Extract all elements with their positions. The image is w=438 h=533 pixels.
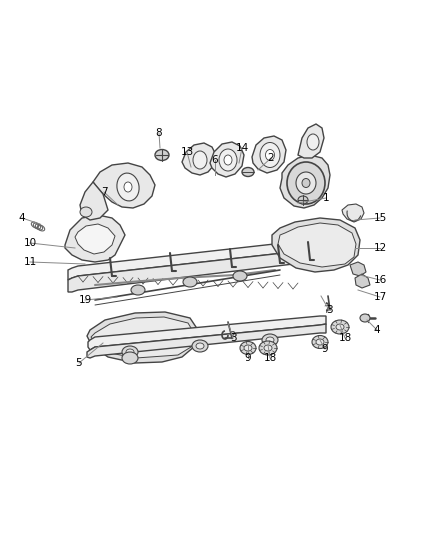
Text: 16: 16 — [373, 275, 387, 285]
Text: 4: 4 — [374, 325, 380, 335]
Ellipse shape — [122, 346, 138, 358]
Polygon shape — [75, 224, 115, 254]
Ellipse shape — [262, 334, 278, 346]
Ellipse shape — [260, 142, 280, 167]
Text: 14: 14 — [235, 143, 249, 153]
Text: ?: ? — [323, 305, 329, 315]
Polygon shape — [65, 215, 125, 262]
Text: 19: 19 — [78, 295, 92, 305]
Polygon shape — [88, 316, 326, 350]
Polygon shape — [68, 238, 322, 280]
Text: 17: 17 — [373, 292, 387, 302]
Ellipse shape — [196, 343, 204, 349]
Ellipse shape — [131, 285, 145, 295]
Ellipse shape — [302, 179, 310, 188]
Ellipse shape — [331, 320, 349, 334]
Polygon shape — [298, 124, 324, 158]
Polygon shape — [272, 218, 360, 272]
Ellipse shape — [155, 149, 169, 160]
Text: 18: 18 — [263, 353, 277, 363]
Ellipse shape — [80, 207, 92, 217]
Ellipse shape — [298, 196, 308, 204]
Ellipse shape — [193, 151, 207, 169]
Text: 5: 5 — [76, 358, 82, 368]
Text: 8: 8 — [155, 128, 162, 138]
Ellipse shape — [264, 345, 272, 351]
Polygon shape — [350, 262, 366, 276]
Polygon shape — [355, 274, 370, 288]
Polygon shape — [342, 204, 364, 222]
Polygon shape — [93, 163, 155, 208]
Ellipse shape — [233, 271, 247, 281]
Text: 3: 3 — [230, 333, 237, 343]
Ellipse shape — [287, 162, 325, 204]
Polygon shape — [80, 182, 108, 220]
Text: ?: ? — [229, 331, 235, 341]
Text: 18: 18 — [339, 333, 352, 343]
Polygon shape — [280, 155, 330, 208]
Text: 9: 9 — [245, 353, 251, 363]
Ellipse shape — [266, 337, 274, 343]
Ellipse shape — [126, 349, 134, 355]
Ellipse shape — [360, 314, 370, 322]
Ellipse shape — [259, 341, 277, 355]
Ellipse shape — [122, 352, 138, 364]
Text: 13: 13 — [180, 147, 194, 157]
Ellipse shape — [219, 149, 237, 171]
Ellipse shape — [265, 149, 275, 160]
Ellipse shape — [224, 155, 232, 165]
Text: 15: 15 — [373, 213, 387, 223]
Ellipse shape — [336, 324, 344, 330]
Ellipse shape — [242, 167, 254, 176]
Ellipse shape — [124, 182, 132, 192]
Ellipse shape — [316, 339, 324, 345]
Ellipse shape — [183, 277, 197, 287]
Ellipse shape — [296, 172, 316, 194]
Polygon shape — [68, 248, 322, 292]
Ellipse shape — [240, 342, 256, 354]
Ellipse shape — [244, 345, 252, 351]
Ellipse shape — [307, 134, 319, 150]
Ellipse shape — [312, 335, 328, 349]
Polygon shape — [182, 143, 216, 175]
Polygon shape — [91, 317, 194, 358]
Text: 10: 10 — [24, 238, 36, 248]
Text: 12: 12 — [373, 243, 387, 253]
Ellipse shape — [117, 173, 139, 201]
Text: 11: 11 — [23, 257, 37, 267]
Text: 2: 2 — [268, 153, 274, 163]
Text: 9: 9 — [321, 344, 328, 354]
Text: 7: 7 — [101, 187, 107, 197]
Text: 3: 3 — [326, 305, 332, 315]
Text: 1: 1 — [323, 193, 329, 203]
Polygon shape — [87, 312, 198, 363]
Polygon shape — [87, 324, 326, 358]
Polygon shape — [252, 136, 286, 173]
Ellipse shape — [192, 340, 208, 352]
Polygon shape — [278, 223, 356, 267]
Polygon shape — [210, 142, 244, 177]
Text: 6: 6 — [212, 155, 218, 165]
Text: 4: 4 — [19, 213, 25, 223]
